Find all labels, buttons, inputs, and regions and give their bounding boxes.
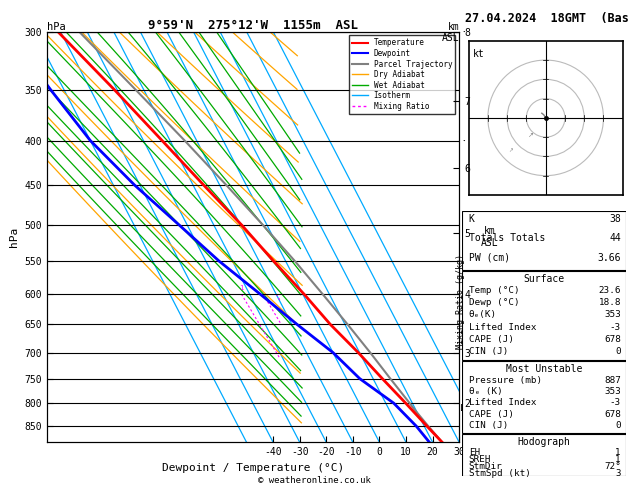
- Text: LCL: LCL: [460, 404, 476, 413]
- Text: K: K: [469, 214, 475, 224]
- Text: Mixing Ratio (g/kg): Mixing Ratio (g/kg): [456, 254, 465, 349]
- Text: CIN (J): CIN (J): [469, 421, 508, 430]
- Title: 9°59'N  275°12'W  1155m  ASL: 9°59'N 275°12'W 1155m ASL: [148, 18, 358, 32]
- Text: Totals Totals: Totals Totals: [469, 233, 545, 243]
- Text: Pressure (mb): Pressure (mb): [469, 376, 542, 384]
- Bar: [462, 361, 626, 433]
- Legend: Temperature, Dewpoint, Parcel Trajectory, Dry Adiabat, Wet Adiabat, Isotherm, Mi: Temperature, Dewpoint, Parcel Trajectory…: [349, 35, 455, 114]
- Text: 353: 353: [604, 387, 621, 396]
- Text: km
ASL: km ASL: [442, 22, 459, 43]
- Text: 353: 353: [604, 310, 621, 319]
- Text: $\nearrow$: $\nearrow$: [507, 147, 514, 155]
- Text: 18.8: 18.8: [598, 298, 621, 307]
- Y-axis label: km
ASL: km ASL: [481, 226, 498, 248]
- X-axis label: Dewpoint / Temperature (°C): Dewpoint / Temperature (°C): [162, 463, 344, 473]
- Text: 0: 0: [615, 347, 621, 356]
- Text: 27.04.2024  18GMT  (Base: 00): 27.04.2024 18GMT (Base: 00): [465, 12, 629, 25]
- Text: Most Unstable: Most Unstable: [506, 364, 582, 374]
- Text: Surface: Surface: [523, 274, 565, 284]
- Text: $\nearrow$: $\nearrow$: [526, 132, 535, 139]
- Text: 23.6: 23.6: [598, 286, 621, 295]
- Text: θₑ (K): θₑ (K): [469, 387, 503, 396]
- Text: StmDir: StmDir: [469, 462, 503, 471]
- Text: Lifted Index: Lifted Index: [469, 399, 537, 407]
- Text: Lifted Index: Lifted Index: [469, 323, 537, 331]
- Text: StmSpd (kt): StmSpd (kt): [469, 469, 531, 478]
- Text: SREH: SREH: [469, 455, 491, 465]
- Text: -3: -3: [610, 399, 621, 407]
- Text: Dewp (°C): Dewp (°C): [469, 298, 520, 307]
- Text: CAPE (J): CAPE (J): [469, 410, 514, 419]
- Text: 38: 38: [610, 214, 621, 224]
- Text: © weatheronline.co.uk: © weatheronline.co.uk: [258, 476, 371, 485]
- Text: Hodograph: Hodograph: [518, 436, 571, 447]
- Text: 1: 1: [615, 449, 621, 457]
- Y-axis label: hPa: hPa: [9, 227, 19, 247]
- Bar: [462, 211, 626, 270]
- Text: 1: 1: [240, 285, 243, 291]
- Text: 887: 887: [604, 376, 621, 384]
- Bar: [462, 434, 626, 476]
- Text: 0: 0: [615, 421, 621, 430]
- Text: 3: 3: [615, 469, 621, 478]
- Text: 1: 1: [615, 455, 621, 465]
- Text: 3.66: 3.66: [598, 253, 621, 263]
- Text: θₑ(K): θₑ(K): [469, 310, 497, 319]
- Text: hPa: hPa: [47, 22, 66, 32]
- Text: kt: kt: [473, 49, 485, 58]
- Text: CAPE (J): CAPE (J): [469, 335, 514, 344]
- Text: PW (cm): PW (cm): [469, 253, 510, 263]
- Text: 678: 678: [604, 335, 621, 344]
- Text: 44: 44: [610, 233, 621, 243]
- Text: 678: 678: [604, 410, 621, 419]
- Text: -3: -3: [610, 323, 621, 331]
- Text: CIN (J): CIN (J): [469, 347, 508, 356]
- Text: Temp (°C): Temp (°C): [469, 286, 520, 295]
- Bar: [462, 271, 626, 360]
- Text: EH: EH: [469, 449, 480, 457]
- Text: 72°: 72°: [604, 462, 621, 471]
